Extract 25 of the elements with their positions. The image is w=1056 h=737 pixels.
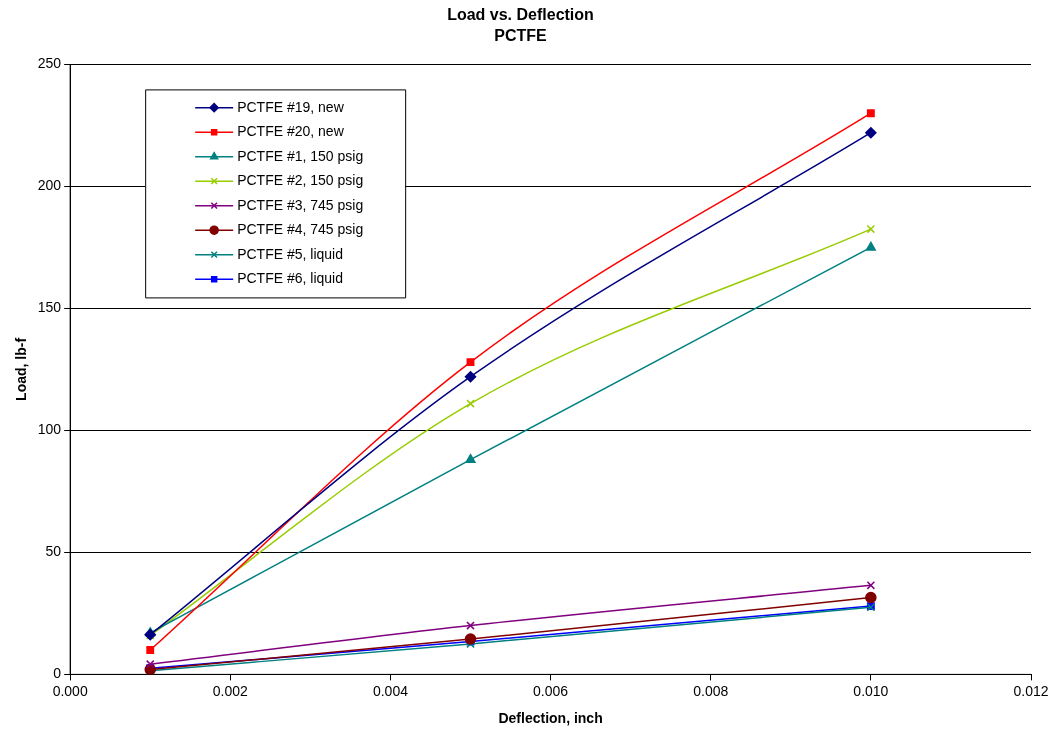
y-tick-label: 200 xyxy=(37,177,62,194)
y-tick-label: 50 xyxy=(45,543,62,560)
x-tick-label: 0.000 xyxy=(52,682,88,699)
y-tick-label: 150 xyxy=(37,299,62,316)
legend-label: PCTFE #3, 745 psig xyxy=(237,196,364,213)
chart-title: Load vs. Deflection xyxy=(447,6,594,24)
legend-label: PCTFE #2, 150 psig xyxy=(237,172,364,189)
legend-label: PCTFE #1, 150 psig xyxy=(237,147,364,164)
legend-label: PCTFE #20, new xyxy=(237,123,345,140)
x-tick-label: 0.010 xyxy=(853,682,889,699)
legend-label: PCTFE #5, liquid xyxy=(237,245,343,262)
y-tick-label: 0 xyxy=(53,665,62,682)
x-tick-label: 0.002 xyxy=(212,682,249,699)
x-tick-label: 0.006 xyxy=(533,682,569,699)
legend-label: PCTFE #4, 745 psig xyxy=(237,221,364,238)
legend-label: PCTFE #6, liquid xyxy=(237,270,343,287)
y-tick-label: 100 xyxy=(37,421,62,438)
chart-subtitle: PCTFE xyxy=(494,27,548,45)
x-tick-label: 0.008 xyxy=(693,682,729,699)
x-tick-label: 0.004 xyxy=(372,682,409,699)
y-axis-title: Load, lb-f xyxy=(13,337,30,401)
y-tick-label: 250 xyxy=(37,55,62,72)
x-axis-title: Deflection, inch xyxy=(498,710,603,727)
legend-label: PCTFE #19, new xyxy=(237,98,345,115)
x-tick-label: 0.012 xyxy=(1013,682,1049,699)
